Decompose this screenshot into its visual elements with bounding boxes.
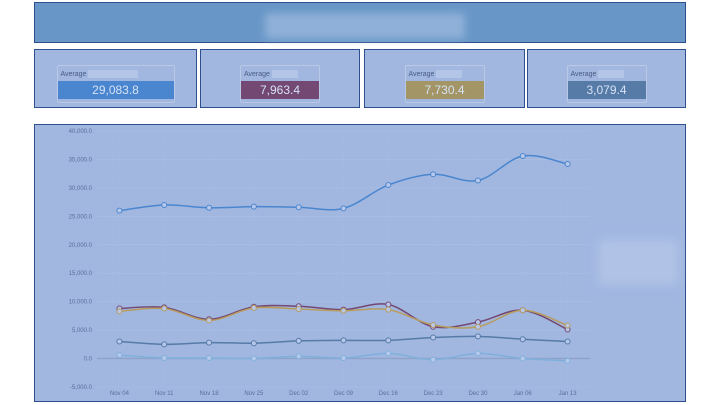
data-point	[161, 201, 168, 208]
data-point	[250, 304, 257, 311]
kpi-label: Average	[60, 70, 87, 78]
kpi-value: 29,083.8	[57, 81, 174, 99]
x-tick-label: Dec 30	[468, 391, 488, 397]
data-point	[519, 355, 526, 362]
blurred-legend	[598, 240, 678, 285]
data-point	[295, 337, 302, 344]
y-tick-label: 35,000.0	[69, 157, 93, 163]
x-tick-label: Nov 04	[110, 391, 130, 397]
data-point	[430, 321, 437, 328]
kpi-card-2: Average 7,963.4	[200, 49, 360, 108]
y-tick-label: 5,000.0	[72, 328, 93, 334]
kpi-value: 7,963.4	[241, 81, 319, 99]
data-point	[430, 171, 437, 178]
data-point	[519, 307, 526, 314]
data-point	[340, 205, 347, 212]
y-tick-label: 20,000.0	[69, 243, 93, 249]
x-tick-label: Dec 02	[289, 391, 309, 397]
kpi-value: 3,079.4	[567, 81, 646, 99]
kpi-card-1: Average 29,083.8	[34, 49, 197, 108]
x-tick-label: Nov 11	[155, 391, 174, 397]
blurred-title	[265, 13, 465, 39]
y-tick-label: 25,000.0	[69, 214, 93, 220]
data-point	[340, 307, 347, 314]
data-point	[564, 322, 571, 329]
data-point	[206, 339, 213, 346]
data-point	[519, 336, 526, 343]
y-tick-label: 0.0	[84, 357, 93, 363]
data-point	[430, 356, 437, 363]
kpi-value: 7,730.4	[405, 81, 484, 99]
x-tick-label: Nov 18	[200, 391, 220, 397]
data-point	[474, 177, 481, 184]
data-point	[385, 182, 392, 189]
series-line-0	[119, 154, 568, 212]
data-point	[564, 160, 571, 167]
data-point	[161, 341, 168, 348]
data-point	[116, 352, 123, 359]
data-point	[250, 355, 257, 362]
data-point	[385, 337, 392, 344]
data-point	[116, 207, 123, 214]
kpi-label: Average	[408, 70, 435, 78]
data-point	[564, 338, 571, 345]
data-point	[250, 203, 257, 210]
data-point	[116, 338, 123, 345]
data-point	[206, 317, 213, 324]
data-point	[206, 204, 213, 211]
kpi-card-3: Average 7,730.4	[364, 49, 525, 108]
data-point	[295, 353, 302, 360]
data-point	[206, 354, 213, 361]
data-point	[564, 357, 571, 364]
kpi-card-4: Average 3,079.4	[527, 49, 686, 108]
dashboard-title-banner	[34, 2, 686, 43]
data-point	[519, 153, 526, 160]
data-point	[295, 306, 302, 313]
y-tick-label: -5,000.0	[70, 385, 93, 391]
data-point	[385, 301, 392, 308]
data-point	[161, 305, 168, 312]
data-point	[161, 354, 168, 361]
y-tick-label: 30,000.0	[69, 186, 93, 192]
data-point	[340, 354, 347, 361]
x-tick-label: Jan 06	[514, 391, 533, 397]
x-tick-label: Dec 23	[424, 391, 444, 397]
kpi-label: Average	[570, 70, 597, 78]
data-point	[116, 308, 123, 315]
data-point	[250, 340, 257, 347]
data-point	[474, 333, 481, 340]
y-tick-label: 10,000.0	[69, 300, 93, 306]
x-tick-label: Dec 09	[334, 391, 354, 397]
x-tick-label: Dec 16	[379, 391, 399, 397]
data-point	[430, 334, 437, 341]
kpi-label: Average	[244, 70, 270, 78]
data-point	[340, 337, 347, 344]
y-tick-label: 15,000.0	[69, 271, 93, 277]
x-tick-label: Jan 13	[559, 391, 578, 397]
data-point	[474, 350, 481, 357]
data-point	[385, 350, 392, 357]
y-tick-label: 40,000.0	[69, 129, 93, 135]
x-tick-label: Nov 25	[244, 391, 264, 397]
data-point	[385, 306, 392, 313]
data-point	[295, 204, 302, 211]
data-point	[474, 323, 481, 330]
